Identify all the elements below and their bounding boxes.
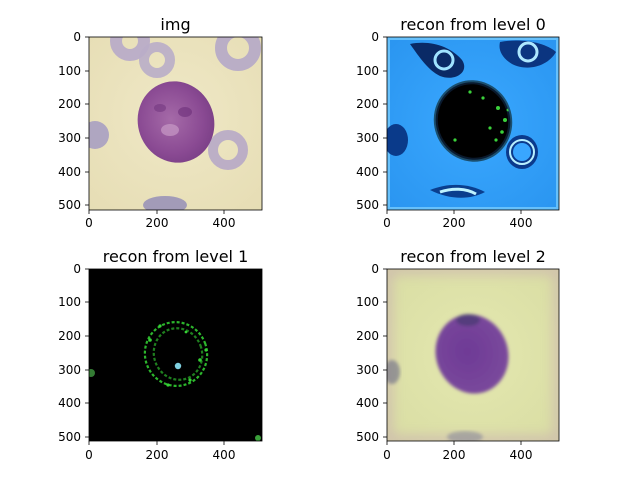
x-tick-label: 200: [443, 448, 466, 462]
y-tick-label: 400: [356, 396, 379, 410]
axes-frame: [88, 268, 263, 442]
y-tick-label: 200: [356, 329, 379, 343]
y-axis: 0 100 200 300 400 500: [58, 30, 89, 212]
y-tick-label: 300: [58, 363, 81, 377]
panel-recon-level-1: recon from level 1 0 200 400 0 100 200 3…: [58, 247, 263, 462]
panel-title: img: [160, 15, 190, 34]
y-tick-label: 0: [371, 262, 379, 276]
y-axis: 0 100 200 300 400 500: [58, 262, 89, 444]
y-tick-label: 400: [58, 396, 81, 410]
x-tick-label: 0: [383, 448, 391, 462]
y-tick-label: 200: [356, 97, 379, 111]
image-original: [89, 37, 262, 210]
x-tick-label: 400: [213, 448, 236, 462]
y-tick-label: 300: [356, 363, 379, 377]
x-tick-label: 400: [213, 216, 236, 230]
x-tick-label: 200: [146, 216, 169, 230]
y-tick-label: 500: [356, 430, 379, 444]
x-axis: 0 200 400: [85, 441, 235, 462]
x-tick-label: 0: [383, 216, 391, 230]
y-tick-label: 100: [58, 64, 81, 78]
x-tick-label: 200: [146, 448, 169, 462]
y-tick-label: 300: [356, 131, 379, 145]
y-axis: 0 100 200 300 400 500: [356, 30, 387, 212]
y-tick-label: 200: [58, 329, 81, 343]
y-tick-label: 0: [73, 262, 81, 276]
y-axis: 0 100 200 300 400 500: [356, 262, 387, 444]
x-axis: 0 200 400: [85, 210, 235, 230]
image-recon-level-0: [387, 37, 559, 210]
y-tick-label: 500: [58, 430, 81, 444]
y-tick-label: 0: [371, 30, 379, 44]
x-axis: 0 200 400: [383, 210, 532, 230]
axes-frame: [386, 268, 560, 442]
y-tick-label: 200: [58, 97, 81, 111]
x-tick-label: 0: [85, 216, 93, 230]
image-recon-level-2: [387, 269, 559, 441]
x-tick-label: 400: [510, 448, 533, 462]
y-tick-label: 0: [73, 30, 81, 44]
y-tick-label: 500: [356, 198, 379, 212]
y-tick-label: 400: [356, 165, 379, 179]
axes-frame: [88, 36, 263, 211]
y-tick-label: 300: [58, 131, 81, 145]
y-tick-label: 400: [58, 165, 81, 179]
x-tick-label: 0: [85, 448, 93, 462]
y-tick-label: 100: [356, 295, 379, 309]
panel-title: recon from level 2: [400, 247, 546, 266]
image-recon-level-1: [89, 269, 262, 441]
y-tick-label: 100: [58, 295, 81, 309]
x-tick-label: 400: [510, 216, 533, 230]
panel-img: img 0 200 400 0 100 200 300 400 500: [58, 15, 263, 230]
panel-title: recon from level 0: [400, 15, 546, 34]
axes-frame: [386, 36, 560, 211]
x-axis: 0 200 400: [383, 441, 532, 462]
panel-recon-level-2: recon from level 2 0 200 400 0 100 200 3…: [356, 247, 560, 462]
x-tick-label: 200: [443, 216, 466, 230]
panel-title: recon from level 1: [103, 247, 249, 266]
y-tick-label: 100: [356, 64, 379, 78]
y-tick-label: 500: [58, 198, 81, 212]
panel-recon-level-0: recon from level 0 0 200 400 0 100 200 3…: [356, 15, 560, 230]
